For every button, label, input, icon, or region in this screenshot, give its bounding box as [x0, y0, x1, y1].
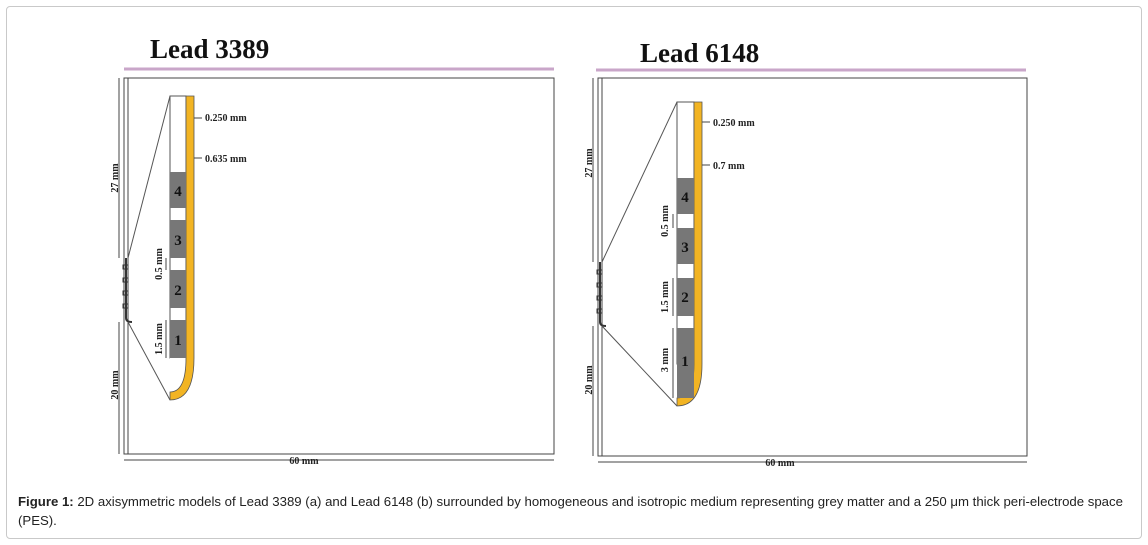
contact-label: 1	[681, 354, 689, 370]
width-label: 60 mm	[765, 458, 795, 469]
contact-3	[677, 228, 694, 264]
small-contact	[596, 308, 603, 314]
small-contact	[596, 295, 603, 301]
zoom-line	[127, 321, 171, 401]
spacing2-label: 1.5 mm	[660, 281, 671, 313]
small-contact	[596, 269, 603, 275]
caption-text: 2D axisymmetric models of Lead 3389 (a) …	[18, 494, 1123, 528]
contact-4	[677, 178, 694, 214]
contact-2	[677, 278, 694, 316]
caption-label: Figure 1:	[18, 494, 74, 509]
small-lead-tip	[599, 321, 607, 327]
tip-gap-label: 0.635 mm	[205, 154, 247, 165]
contact-label: 2	[174, 283, 182, 299]
contact-4	[170, 172, 186, 208]
pes-label: 0.250 mm	[713, 118, 755, 129]
contact-length-label: 3 mm	[660, 347, 671, 372]
height-top-label: 27 mm	[584, 148, 595, 178]
small-contact	[122, 264, 129, 270]
tip-gap-label: 0.7 mm	[713, 161, 745, 172]
panel-title: Lead 3389	[150, 34, 269, 64]
small-contact	[122, 277, 129, 283]
panel-lead-6148: Lead 6148 27 mm 20 mm 4 3 2 1 0.250 mm 0…	[584, 38, 1028, 469]
zoom-line	[127, 95, 171, 259]
domain-boundary	[123, 77, 555, 455]
contact-2	[170, 270, 186, 308]
spacing-label: 0.5 mm	[154, 248, 165, 280]
contact-label: 4	[174, 184, 182, 200]
small-contact	[122, 303, 129, 309]
contact-1	[170, 320, 186, 358]
height-bottom-label: 20 mm	[584, 365, 595, 395]
panel-lead-3389: Lead 3389 27 mm 20 mm 4 3 2 1	[110, 34, 555, 467]
pes-label: 0.250 mm	[205, 113, 247, 124]
zoom-line	[601, 325, 678, 407]
panel-title: Lead 6148	[640, 38, 759, 68]
contact-label: 3	[174, 233, 182, 249]
height-top-label: 27 mm	[110, 163, 121, 193]
zoom-line	[601, 101, 678, 263]
contact-label: 1	[174, 333, 182, 349]
figure-caption: Figure 1: 2D axisymmetric models of Lead…	[18, 492, 1130, 530]
small-contact	[596, 282, 603, 288]
contact-label: 3	[681, 240, 689, 256]
small-lead-tip	[125, 317, 133, 323]
domain-boundary	[597, 77, 1028, 457]
spacing-label: 0.5 mm	[660, 205, 671, 237]
pes-layer	[169, 95, 195, 401]
contact-3	[170, 220, 186, 258]
contact-length-label: 1.5 mm	[154, 323, 165, 355]
width-label: 60 mm	[289, 456, 319, 467]
figure-frame	[6, 6, 1142, 539]
contact-label: 2	[681, 290, 689, 306]
contact-label: 4	[681, 190, 689, 206]
contact-1	[677, 328, 694, 398]
height-bottom-label: 20 mm	[110, 370, 121, 400]
small-contact	[122, 290, 129, 296]
